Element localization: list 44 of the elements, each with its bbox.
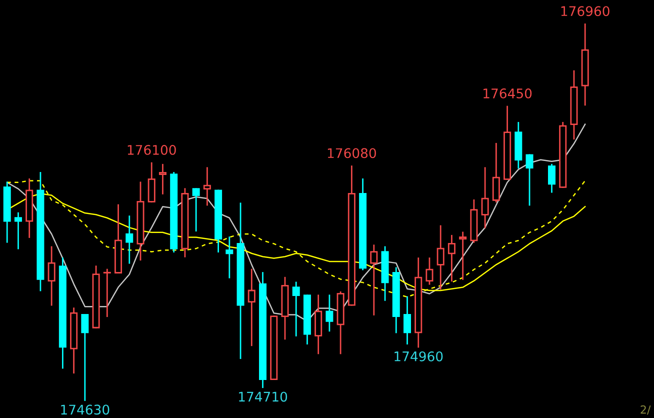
candlestick xyxy=(259,272,267,388)
candlestick xyxy=(70,308,78,374)
candlestick xyxy=(236,202,244,359)
candlestick xyxy=(370,244,378,316)
candlestick xyxy=(48,246,56,306)
candlestick xyxy=(581,24,589,106)
candlestick xyxy=(336,291,344,354)
candlestick xyxy=(203,167,211,206)
candlestick xyxy=(26,178,34,238)
candlestick xyxy=(248,268,256,346)
candlestick xyxy=(570,70,578,140)
candlestick xyxy=(470,199,478,243)
candlestick xyxy=(548,164,556,193)
candlestick xyxy=(448,234,456,282)
candlestick xyxy=(481,167,489,228)
candlestick xyxy=(326,294,334,332)
candlestick xyxy=(359,178,367,270)
candlestick xyxy=(103,268,111,318)
candlestick xyxy=(170,172,178,252)
candlestick xyxy=(58,258,66,369)
candlestick xyxy=(414,258,422,348)
candlestick xyxy=(36,172,44,292)
candlestick xyxy=(492,142,500,202)
candlestick xyxy=(404,296,411,344)
candlestick xyxy=(3,182,11,243)
candlestick xyxy=(459,232,467,280)
text: 2/ xyxy=(640,405,651,415)
candlestick xyxy=(514,122,522,169)
annotation: 176450 xyxy=(484,88,532,98)
annotation: 176960 xyxy=(561,6,610,16)
annotation: 174630 xyxy=(61,404,110,415)
candlestick xyxy=(226,236,234,278)
candlestick xyxy=(314,294,322,354)
annotation: 176100 xyxy=(128,144,176,155)
candlestick xyxy=(14,212,22,250)
candlestick xyxy=(158,164,166,194)
annotation: 174960 xyxy=(394,351,443,362)
annotation: 176080 xyxy=(328,148,376,158)
candlestick xyxy=(436,225,444,290)
candlestick xyxy=(126,216,134,264)
candlestick xyxy=(292,282,300,336)
candlestick xyxy=(136,182,144,261)
annotation: 174710 xyxy=(239,392,288,402)
candlestick xyxy=(392,267,400,334)
